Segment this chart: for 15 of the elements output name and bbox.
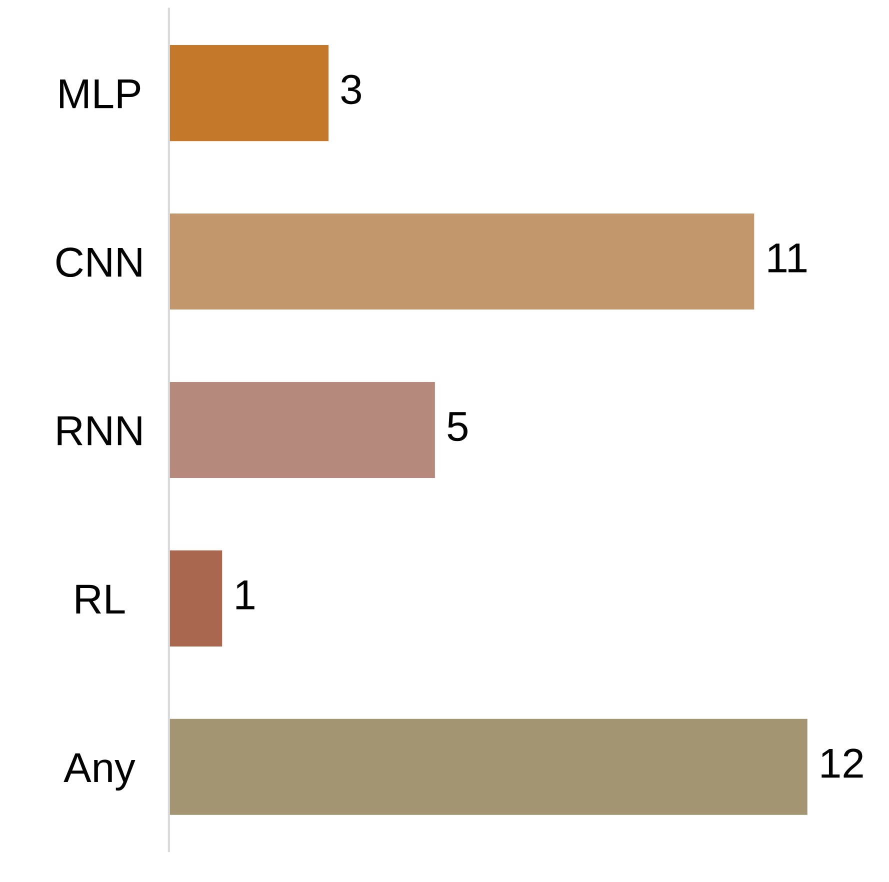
bar (168, 718, 808, 815)
data-label: 1 (236, 580, 254, 610)
y-tick-label: CNN (56, 248, 142, 278)
bar (168, 382, 435, 478)
y-tick-label: RL (76, 584, 125, 614)
bar (168, 550, 222, 646)
y-tick-label: Any (64, 753, 136, 791)
bar (168, 45, 329, 142)
data-label: 5 (448, 412, 468, 442)
data-label: 3 (341, 74, 361, 104)
y-tick-label: MLP (60, 79, 140, 108)
data-label: 12 (822, 748, 863, 778)
y-tick-label: RNN (58, 416, 142, 446)
bar (168, 214, 754, 310)
data-label: 11 (768, 244, 807, 272)
